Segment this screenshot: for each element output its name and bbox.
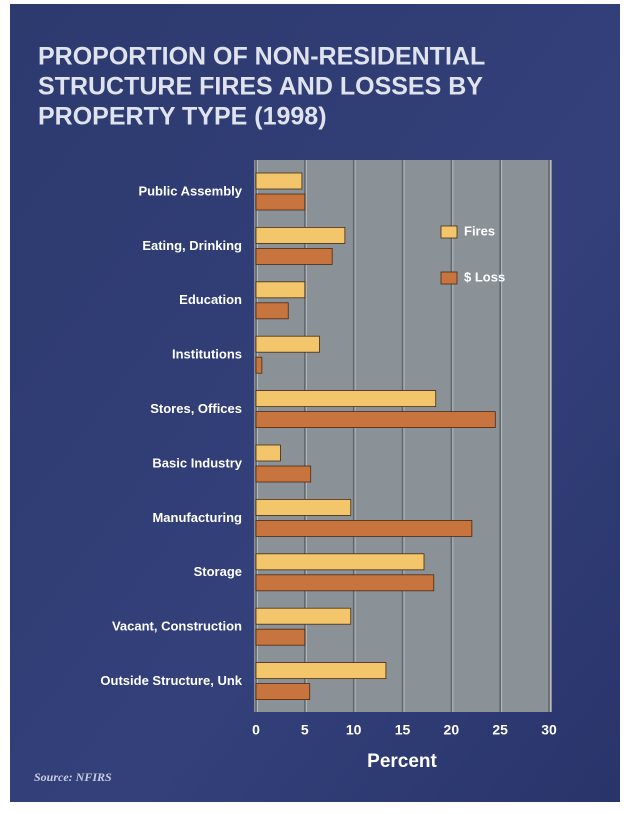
category-label: Eating, Drinking: [142, 238, 242, 253]
bar: [255, 444, 281, 462]
bar: [255, 411, 496, 429]
bar: [255, 356, 263, 374]
category-label: Vacant, Construction: [112, 619, 242, 634]
bar: [255, 172, 303, 190]
legend-swatch: [440, 271, 458, 285]
source: Source: NFIRS: [34, 770, 112, 784]
x-tick-label: 0: [252, 722, 260, 738]
bar: [255, 553, 425, 571]
category-label: Basic Industry: [152, 455, 242, 470]
category-label: Institutions: [172, 347, 242, 362]
x-tick-label: 30: [541, 722, 557, 738]
category-label: Stores, Offices: [150, 401, 242, 416]
bar: [255, 520, 473, 537]
legend-label: Fires: [464, 223, 495, 238]
bar: [255, 662, 387, 679]
legend-label: $ Loss: [464, 269, 505, 284]
bar: [255, 390, 437, 408]
x-tick-label: 20: [444, 722, 460, 738]
bar: [255, 498, 352, 516]
category-label: Education: [179, 292, 242, 307]
title-line: PROPORTION OF NON-RESIDENTIAL: [38, 43, 485, 71]
legend-swatch: [440, 225, 458, 239]
x-tick-label: 5: [301, 722, 309, 738]
bar: [255, 335, 320, 353]
bar: [255, 683, 311, 700]
bar: [255, 226, 346, 244]
bar: [255, 302, 289, 320]
category-label: Outside Structure, Unk: [100, 673, 242, 688]
x-tick-label: 25: [492, 722, 508, 738]
x-axis-label: Percent: [367, 751, 437, 772]
category-label: Public Assembly: [138, 183, 242, 198]
bar: [255, 247, 333, 265]
x-tick-label: 15: [395, 722, 411, 738]
bar: [255, 281, 306, 299]
bar: [255, 193, 306, 211]
category-label: Manufacturing: [152, 510, 242, 525]
x-tick-label: 10: [346, 722, 362, 738]
bar: [255, 574, 435, 592]
title-line: PROPERTY TYPE (1998): [38, 103, 327, 131]
bar: [255, 465, 312, 483]
category-label: Storage: [194, 564, 242, 579]
title-line: STRUCTURE FIRES AND LOSSES BY: [38, 73, 483, 101]
bar: [255, 628, 306, 646]
bar: [255, 607, 352, 625]
